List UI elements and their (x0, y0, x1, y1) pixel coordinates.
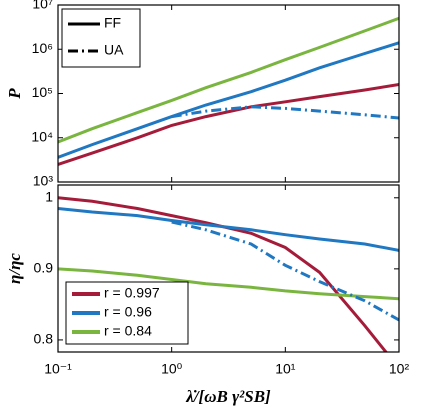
x-tick-label: 10² (389, 361, 410, 377)
legend-box (61, 8, 141, 68)
legend-label: r = 0.96 (104, 304, 152, 320)
legend-label: FF (104, 15, 121, 31)
x-tick-label: 10⁻¹ (44, 361, 72, 377)
line (58, 83, 399, 166)
y-tick-label: 10⁵ (32, 84, 53, 100)
y-tick-label: 1 (45, 188, 53, 204)
line (58, 267, 399, 301)
x-tick-label: 10¹ (275, 361, 296, 377)
x-axis-label: λ̇/[ωB γ²SB] (185, 387, 271, 406)
plot-frame (57, 4, 400, 183)
line (171, 105, 399, 120)
legend-label: UA (104, 42, 124, 58)
line (58, 207, 399, 252)
y-tick-label: 10³ (33, 173, 54, 189)
plot-lines (58, 16, 399, 166)
legend-label: r = 0.997 (104, 285, 160, 301)
y-tick-label: 0.8 (34, 331, 54, 347)
y-tick-label: 0.9 (34, 260, 54, 276)
y-tick-label: 10⁷ (32, 0, 53, 12)
line (171, 220, 399, 322)
plot-lines (58, 196, 399, 352)
line (58, 16, 399, 144)
legend-label: r = 0.84 (104, 323, 152, 339)
y-axis-label: η/ηc (5, 253, 24, 284)
y-axis-label: P (5, 88, 24, 100)
y-tick-label: 10⁶ (32, 40, 53, 56)
plot-frame (57, 184, 400, 353)
line (58, 41, 399, 159)
y-tick-label: 10⁴ (31, 128, 53, 144)
x-tick-label: 10⁰ (161, 361, 183, 377)
